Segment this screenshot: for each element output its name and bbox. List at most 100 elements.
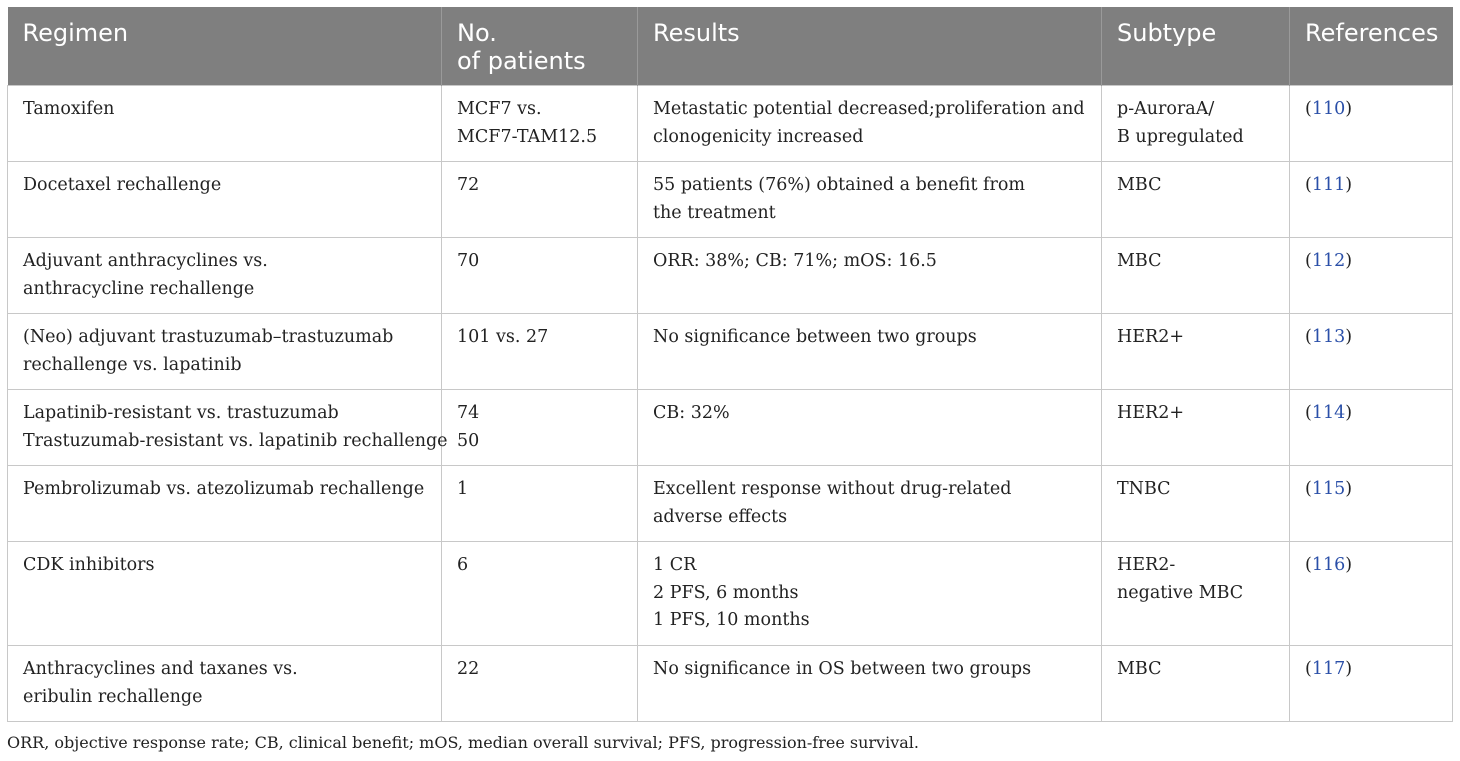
data-table-container: Regimen No. of patients Results Subtype … — [7, 7, 1453, 722]
reference-open-paren: ( — [1305, 327, 1312, 347]
results-cell-line: 1 PFS, 10 months — [653, 610, 810, 630]
table-body: Tamoxifen MCF7 vs. MCF7-TAM12.5 Metastatic … — [7, 85, 1453, 722]
patients-cell-line: 22 — [457, 659, 480, 679]
results-cell: CB: 32% — [637, 389, 1102, 466]
table-row: Lapatinib-resistant vs. trastuzumab Trast… — [7, 389, 1453, 466]
subtype-cell: TNBC — [1101, 465, 1290, 542]
reference-cell: (115) — [1289, 465, 1453, 542]
reference-cell: (110) — [1289, 85, 1453, 162]
table-row: CDK inhibitors 6 1 CR 2 PFS, 6 months 1 PFS,… — [7, 541, 1453, 646]
reference-cell: (114) — [1289, 389, 1453, 466]
regimen-cell-line: Lapatinib-resistant vs. trastuzumab — [23, 403, 339, 423]
subtype-cell: MBC — [1101, 645, 1290, 722]
regimen-table: Regimen No. of patients Results Subtype … — [7, 7, 1453, 722]
patients-cell: 74 50 — [441, 389, 638, 466]
regimen-cell: (Neo) adjuvant trastuzumab–trastuzumab re… — [7, 313, 442, 390]
reference-link[interactable]: 116 — [1311, 555, 1346, 575]
patients-cell-line: 74 — [457, 403, 480, 423]
patients-cell-line: 50 — [457, 430, 480, 451]
subtype-cell: MBC — [1101, 237, 1290, 314]
patients-cell: 1 — [441, 465, 638, 542]
header-row: Regimen No. of patients Results Subtype … — [7, 7, 1453, 86]
regimen-cell: CDK inhibitors — [7, 541, 442, 646]
regimen-cell: Adjuvant anthracyclines vs. anthracycline… — [7, 237, 442, 314]
reference-cell: (113) — [1289, 313, 1453, 390]
reference-cell: (111) — [1289, 161, 1453, 238]
regimen-cell-line: Trastuzumab-resistant vs. lapatinib rech… — [23, 430, 448, 451]
table-row: Tamoxifen MCF7 vs. MCF7-TAM12.5 Metastatic … — [7, 85, 1453, 162]
patients-cell: 72 — [441, 161, 638, 238]
subtype-cell: HER2+ — [1101, 313, 1290, 390]
reference-close-paren: ) — [1345, 175, 1353, 195]
subtype-cell-line: negative MBC — [1117, 582, 1244, 603]
regimen-cell-line: Anthracyclines and taxanes vs. — [23, 659, 298, 679]
reference-link[interactable]: 114 — [1311, 403, 1346, 423]
regimen-cell-line: (Neo) adjuvant trastuzumab–trastuzumab — [23, 327, 394, 347]
results-cell-line: Excellent response without drug-related — [653, 479, 1012, 499]
reference-link[interactable]: 113 — [1311, 327, 1346, 347]
reference-link[interactable]: 111 — [1311, 175, 1346, 195]
table-row: Docetaxel rechallenge 72 55 patients (76%)… — [7, 161, 1453, 238]
patients-cell: MCF7 vs. MCF7-TAM12.5 — [441, 85, 638, 162]
header-results: Results — [637, 7, 1102, 86]
reference-open-paren: ( — [1305, 479, 1312, 499]
header-no-label: No. — [457, 19, 497, 47]
header-results-label: Results — [653, 19, 740, 47]
reference-link[interactable]: 112 — [1311, 251, 1346, 271]
regimen-cell-line: Adjuvant anthracyclines vs. — [23, 251, 268, 271]
regimen-cell: Lapatinib-resistant vs. trastuzumab Trast… — [7, 389, 448, 466]
subtype-cell-line: MBC — [1117, 659, 1162, 679]
patients-cell-line: MCF7-TAM12.5 — [457, 126, 598, 147]
regimen-cell-line: anthracycline rechallenge — [23, 278, 255, 299]
results-cell-line: 2 PFS, 6 months — [653, 582, 799, 603]
reference-open-paren: ( — [1305, 555, 1312, 575]
subtype-cell: HER2+ — [1101, 389, 1290, 466]
reference-cell: (112) — [1289, 237, 1453, 314]
results-cell-line: Metastatic potential decreased;prolifera… — [653, 99, 1085, 119]
header-regimen-label: Regimen — [22, 19, 129, 47]
reference-cell: (117) — [1289, 645, 1453, 722]
regimen-cell-line: CDK inhibitors — [23, 555, 155, 575]
header-subtype-label: Subtype — [1117, 19, 1217, 47]
table-row: Pembrolizumab vs. atezolizumab rechallen… — [7, 465, 1453, 542]
header-regimen: Regimen — [7, 7, 442, 86]
subtype-cell-line: HER2+ — [1117, 403, 1185, 423]
table-row: Anthracyclines and taxanes vs. eribulin r… — [7, 645, 1453, 722]
reference-cell: (116) — [1289, 541, 1453, 646]
subtype-cell-line: MBC — [1117, 251, 1162, 271]
subtype-cell-line: MBC — [1117, 175, 1162, 195]
table-footnote: ORR, objective response rate; CB, clinic… — [7, 733, 919, 752]
reference-close-paren: ) — [1345, 327, 1353, 347]
subtype-cell-line: p-AuroraA/ — [1117, 99, 1215, 119]
results-cell-line: CB: 32% — [653, 403, 730, 423]
results-cell-line: 1 CR — [653, 555, 697, 575]
reference-open-paren: ( — [1305, 175, 1312, 195]
patients-cell: 101 vs. 27 — [441, 313, 638, 390]
results-cell-line: clonogenicity increased — [653, 126, 864, 147]
regimen-cell-line: Docetaxel rechallenge — [23, 175, 222, 195]
patients-cell-line: 101 vs. 27 — [457, 327, 549, 347]
subtype-cell-line: TNBC — [1117, 479, 1171, 499]
patients-cell-line: 1 — [457, 479, 469, 499]
reference-link[interactable]: 110 — [1311, 99, 1346, 119]
subtype-cell: HER2- negative MBC — [1101, 541, 1290, 646]
reference-close-paren: ) — [1345, 403, 1353, 423]
regimen-cell: Tamoxifen — [7, 85, 442, 162]
results-cell: No significance in OS between two groups — [637, 645, 1102, 722]
reference-link[interactable]: 117 — [1311, 659, 1346, 679]
results-cell-line: 55 patients (76%) obtained a benefit fro… — [653, 175, 1026, 195]
subtype-cell-line: HER2- — [1117, 555, 1176, 575]
regimen-cell: Pembrolizumab vs. atezolizumab rechallen… — [7, 465, 442, 542]
reference-close-paren: ) — [1345, 659, 1353, 679]
patients-cell: 6 — [441, 541, 638, 646]
results-cell: ORR: 38%; CB: 71%; mOS: 16.5 — [637, 237, 1102, 314]
results-cell: Excellent response without drug-related a… — [637, 465, 1102, 542]
results-cell: 1 CR 2 PFS, 6 months 1 PFS, 10 months — [637, 541, 1102, 646]
header-subtype: Subtype — [1101, 7, 1290, 86]
header-references-label: References — [1305, 19, 1439, 47]
reference-link[interactable]: 115 — [1311, 479, 1346, 499]
results-cell-line: ORR: 38%; CB: 71%; mOS: 16.5 — [653, 251, 937, 271]
subtype-cell-line: B upregulated — [1117, 126, 1244, 147]
regimen-cell-line: Pembrolizumab vs. atezolizumab rechallen… — [23, 479, 425, 499]
reference-open-paren: ( — [1305, 659, 1312, 679]
